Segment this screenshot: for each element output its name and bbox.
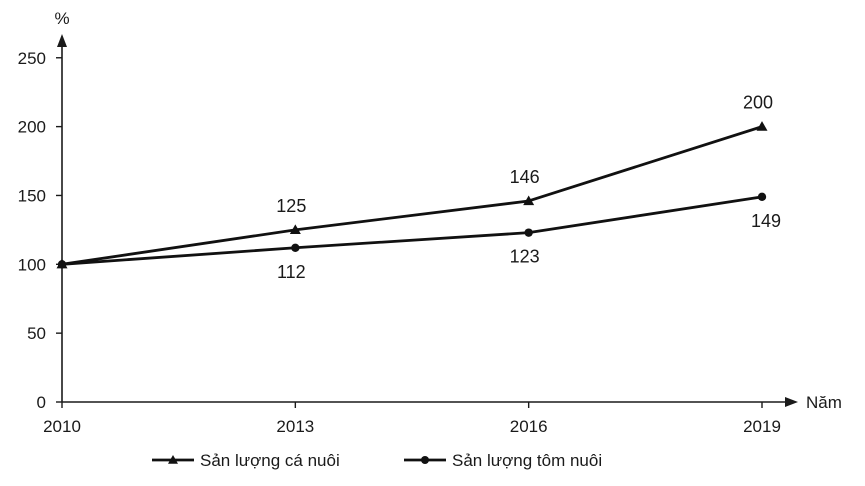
data-label: 146 — [510, 167, 540, 187]
y-ticks: 0 50 100 150 200 250 — [18, 49, 62, 412]
series-2-point — [524, 228, 533, 237]
legend-entry-label: Sản lượng cá nuôi — [200, 451, 340, 470]
series-1-point — [289, 224, 301, 235]
x-tick-label: 2016 — [510, 417, 548, 436]
series-line-1 — [61, 125, 763, 266]
data-label: 125 — [276, 196, 306, 216]
data-label: 112 — [277, 262, 306, 282]
legend-entry-label: Sản lượng tôm nuôi — [452, 451, 602, 470]
series-2-point — [291, 243, 300, 252]
y-axis-title: % — [54, 9, 69, 28]
y-tick-label: 150 — [18, 186, 46, 205]
series-1-point — [756, 121, 768, 131]
axes: % Năm — [54, 9, 841, 412]
x-tick-label: 2019 — [743, 417, 781, 436]
series-2-point — [757, 192, 767, 202]
x-axis-arrow — [785, 397, 798, 407]
series-1-point — [523, 195, 535, 206]
data-label: 149 — [751, 211, 781, 231]
legend-marker-triangle — [168, 455, 178, 464]
data-label: 123 — [510, 247, 540, 267]
y-tick-label: 100 — [18, 255, 46, 274]
y-tick-label: 0 — [37, 393, 46, 412]
y-tick-label: 50 — [27, 324, 46, 343]
y-axis-arrow — [57, 34, 67, 47]
x-tick-label: 2013 — [276, 417, 314, 436]
data-labels: 125 146 200 112 123 149 — [276, 93, 781, 282]
series-layer — [56, 121, 768, 269]
series-2-point — [57, 260, 67, 269]
y-tick-label: 200 — [18, 118, 46, 137]
x-ticks: 2010 2013 2016 2019 — [43, 402, 781, 436]
legend-marker-circle — [421, 456, 429, 464]
series-line-2 — [61, 195, 763, 266]
y-tick-label: 250 — [18, 49, 46, 68]
legend: Sản lượng cá nuôi Sản lượng tôm nuôi — [152, 451, 602, 470]
x-axis-title: Năm — [806, 393, 842, 412]
data-label: 200 — [743, 93, 773, 113]
x-tick-label: 2010 — [43, 417, 81, 436]
